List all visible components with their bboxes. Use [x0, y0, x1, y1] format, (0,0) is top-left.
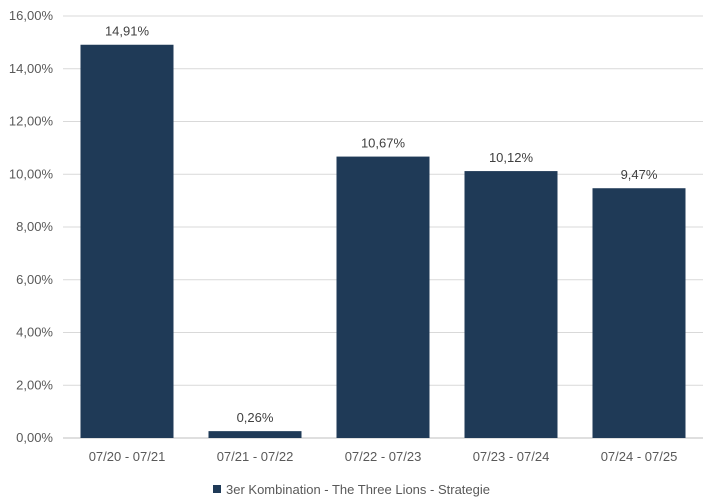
bar — [208, 431, 302, 438]
x-tick-label: 07/24 - 07/25 — [601, 449, 678, 464]
y-tick-label: 14,00% — [9, 61, 54, 76]
y-tick-label: 4,00% — [16, 325, 53, 340]
legend-label: 3er Kombination - The Three Lions - Stra… — [226, 481, 490, 497]
y-tick-label: 0,00% — [16, 430, 53, 445]
bar — [592, 188, 686, 438]
x-tick-label: 07/20 - 07/21 — [89, 449, 166, 464]
y-tick-label: 10,00% — [9, 166, 54, 181]
y-tick-label: 16,00% — [9, 8, 54, 23]
data-label: 10,12% — [489, 150, 534, 165]
data-label: 14,91% — [105, 24, 150, 39]
y-tick-label: 8,00% — [16, 219, 53, 234]
data-label: 10,67% — [361, 136, 406, 151]
legend-swatch — [213, 485, 221, 493]
y-tick-label: 2,00% — [16, 377, 53, 392]
data-label: 0,26% — [237, 410, 274, 425]
bars — [80, 44, 686, 439]
bar — [464, 171, 558, 438]
data-labels: 14,91% 0,26% 10,67% 10,12% 9,47% — [105, 24, 658, 425]
bar — [80, 44, 174, 438]
data-label: 9,47% — [621, 167, 658, 182]
y-tick-label: 6,00% — [16, 272, 53, 287]
y-axis-tick-labels: 0,00% 2,00% 4,00% 6,00% 8,00% 10,00% 12,00% 14,… — [9, 8, 54, 445]
bar — [336, 156, 430, 439]
x-axis-tick-labels: 07/20 - 07/21 07/21 - 07/22 07/22 - 07/23 0… — [89, 449, 678, 464]
x-tick-label: 07/22 - 07/23 — [345, 449, 422, 464]
x-tick-label: 07/21 - 07/22 — [217, 449, 294, 464]
legend: 3er Kombination - The Three Lions - Stra… — [0, 480, 703, 498]
x-tick-label: 07/23 - 07/24 — [473, 449, 550, 464]
y-tick-label: 12,00% — [9, 114, 54, 129]
